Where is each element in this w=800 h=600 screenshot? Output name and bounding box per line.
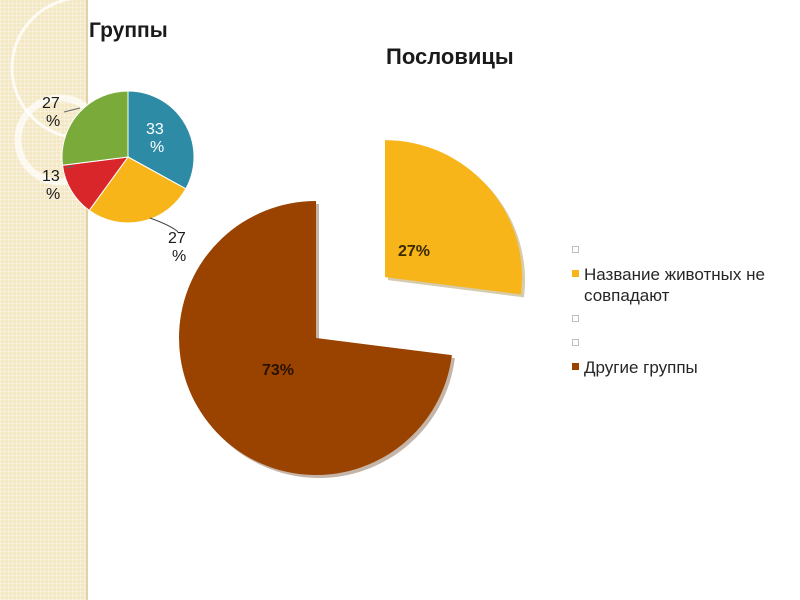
legend-item-empty [572,240,787,261]
leader-line [63,107,81,113]
legend-swatch [572,363,579,370]
legend-swatch [572,315,579,322]
main-chart-title: Пословицы [386,44,514,69]
leader-line [65,165,75,169]
small-pie-data-label: 27% [168,230,186,265]
legend-item-animal-names: Название животных не совпадают [572,264,787,306]
small-chart-title: Группы [89,19,168,42]
main-pie-data-label: 73% [262,362,294,379]
legend-swatch [572,270,579,277]
small-pie-slice [127,90,195,190]
main-chart-legend: Название животных не совпадают Другие гр… [572,240,787,381]
main-pie-slice-other-groups [178,201,452,475]
small-pie-data-label: 13% [42,168,60,203]
small-pie-data-label: 27% [42,95,60,130]
main-pie-slice-animal-names [385,140,523,295]
legend-swatch [572,339,579,346]
small-pie-data-label: 33% [146,121,164,156]
small-pie-slice [61,90,129,166]
legend-item-empty [572,333,787,354]
legend-label: Другие группы [584,358,698,377]
legend-swatch [572,246,579,253]
side-strip-edge [86,0,88,600]
legend-label: Название животных не совпадают [584,265,765,305]
leader-line [149,217,179,233]
small-pie-slice [88,156,187,224]
main-pie-data-label: 27% [398,243,430,260]
legend-item-empty [572,309,787,330]
legend-item-other-groups: Другие группы [572,357,787,378]
